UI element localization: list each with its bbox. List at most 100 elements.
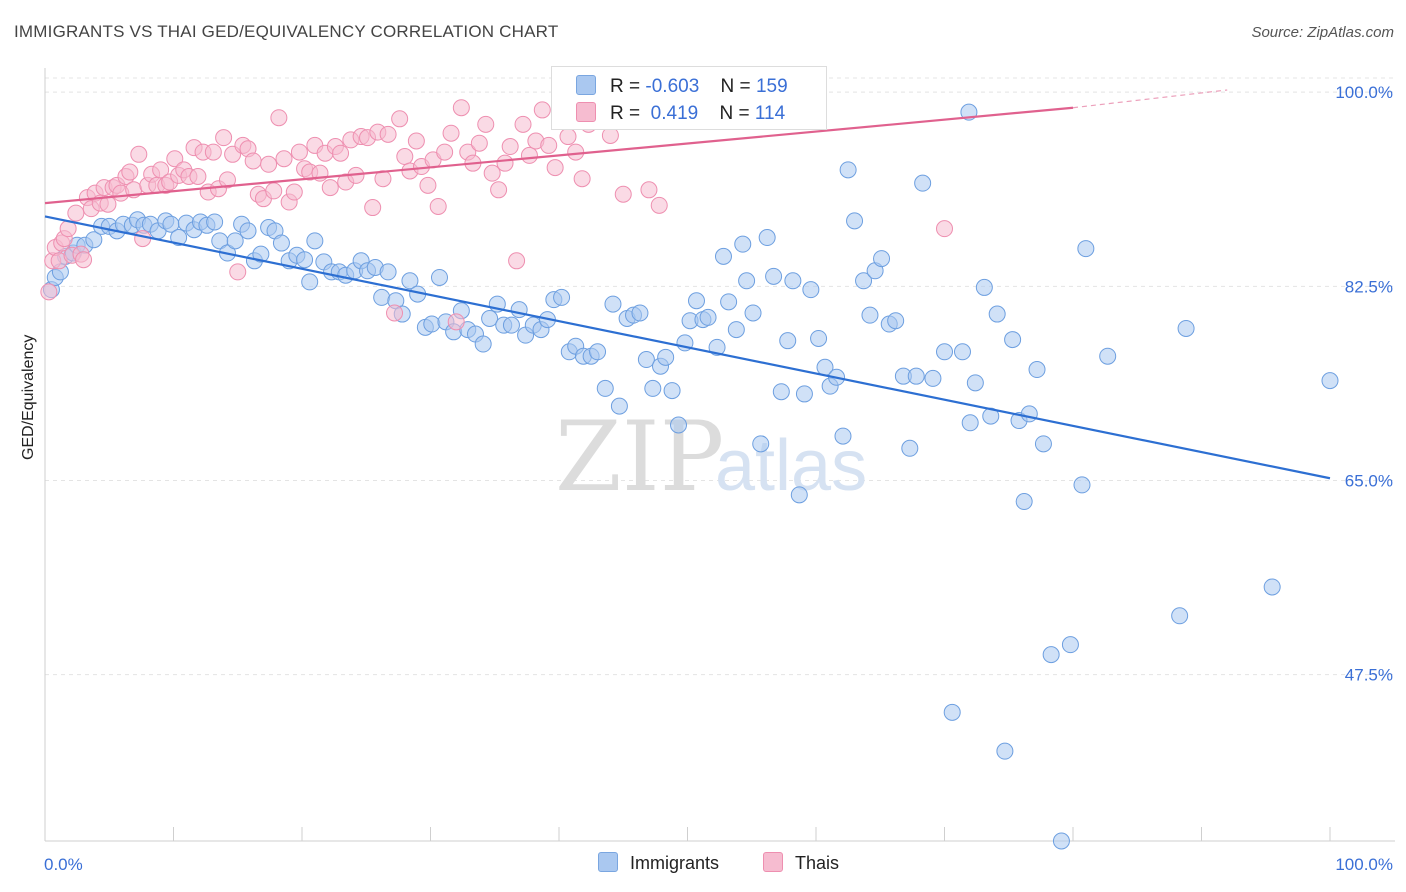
thais-point bbox=[290, 143, 308, 161]
immigrants-point bbox=[839, 161, 857, 179]
thais-point bbox=[533, 101, 551, 119]
immigrants-point bbox=[1004, 331, 1022, 349]
thais-point bbox=[407, 132, 425, 150]
legend-label: Thais bbox=[795, 853, 840, 873]
thais-point bbox=[470, 134, 488, 152]
thais-point bbox=[396, 148, 414, 166]
immigrants-point bbox=[1263, 578, 1281, 596]
thais-point bbox=[650, 196, 668, 214]
thais-point bbox=[508, 252, 526, 270]
immigrants-point bbox=[1042, 646, 1060, 664]
immigrants-point bbox=[810, 329, 828, 347]
legend-row-immigrants: R = -0.603 N = 159 bbox=[576, 75, 788, 97]
thais-point bbox=[275, 150, 293, 168]
immigrants-swatch bbox=[576, 75, 596, 95]
thais-point bbox=[364, 199, 382, 217]
thais-point bbox=[496, 154, 514, 172]
thais-point bbox=[614, 185, 632, 203]
immigrants-point bbox=[1099, 347, 1117, 365]
thais-point bbox=[490, 181, 508, 199]
gridlines bbox=[45, 77, 1395, 676]
thais-point bbox=[483, 164, 501, 182]
immigrants-point bbox=[1321, 372, 1339, 390]
immigrants-point bbox=[779, 332, 797, 350]
immigrants-point bbox=[670, 416, 688, 434]
thais-point bbox=[540, 136, 558, 154]
immigrants-point bbox=[966, 374, 984, 392]
immigrants-point bbox=[1073, 476, 1091, 494]
immigrants-point bbox=[744, 304, 762, 322]
thais-point bbox=[215, 129, 233, 147]
immigrants-point bbox=[252, 245, 270, 263]
thais-point bbox=[204, 143, 222, 161]
immigrants-point bbox=[604, 295, 622, 313]
immigrants-swatch bbox=[598, 852, 618, 872]
immigrants-point bbox=[790, 486, 808, 504]
thais-point bbox=[40, 283, 58, 301]
thais-point bbox=[321, 179, 339, 197]
thais-point bbox=[260, 155, 278, 173]
thais-point bbox=[419, 176, 437, 194]
n-label: N = bbox=[719, 103, 750, 124]
thais-point bbox=[386, 304, 404, 322]
thais-point bbox=[229, 263, 247, 281]
immigrants-point bbox=[373, 288, 391, 306]
x-tick-label: 100.0% bbox=[1335, 855, 1393, 874]
immigrants-point bbox=[1177, 319, 1195, 337]
legend-item-thais[interactable]: Thais bbox=[763, 852, 839, 874]
immigrants-point bbox=[637, 351, 655, 369]
immigrants-point bbox=[1028, 361, 1046, 379]
immigrants-point bbox=[846, 212, 864, 230]
immigrants-point bbox=[553, 288, 571, 306]
immigrants-point bbox=[953, 343, 971, 361]
immigrants-point bbox=[758, 229, 776, 247]
x-tick-label: 0.0% bbox=[44, 855, 83, 874]
immigrants-point bbox=[474, 335, 492, 353]
thais-point bbox=[546, 159, 564, 177]
immigrants-point bbox=[1020, 405, 1038, 423]
immigrants-point bbox=[663, 382, 681, 400]
immigrants-point bbox=[206, 213, 224, 231]
immigrants-point bbox=[1052, 832, 1070, 850]
tick-labels: 47.5% 65.0% 82.5% 100.0% 0.0% 100.0% bbox=[44, 83, 1393, 874]
immigrants-point bbox=[1171, 607, 1189, 625]
immigrants-point bbox=[239, 222, 257, 240]
thais-point bbox=[285, 183, 303, 201]
thais-point bbox=[501, 138, 519, 156]
y-tick-label: 65.0% bbox=[1345, 471, 1393, 490]
immigrants-point bbox=[727, 321, 745, 339]
immigrants-point bbox=[1077, 240, 1095, 258]
thais-point bbox=[447, 313, 465, 331]
r-value: 0.419 bbox=[645, 103, 699, 124]
immigrants-point bbox=[943, 703, 961, 721]
thais-point bbox=[265, 182, 283, 200]
thais-point bbox=[442, 124, 460, 142]
thais-point bbox=[573, 170, 591, 188]
thais-point bbox=[452, 99, 470, 117]
immigrants-point bbox=[936, 343, 953, 361]
immigrants-point bbox=[589, 343, 607, 361]
thais-point bbox=[436, 143, 454, 161]
immigrants-point bbox=[996, 742, 1014, 760]
immigrants-point bbox=[855, 272, 873, 290]
legend-label: Immigrants bbox=[630, 853, 720, 873]
immigrants-point bbox=[720, 293, 738, 311]
legend-item-immigrants[interactable]: Immigrants bbox=[598, 852, 719, 874]
immigrants-point bbox=[610, 397, 628, 415]
thais-point bbox=[67, 204, 85, 222]
immigrants-point bbox=[226, 232, 244, 250]
thais-point bbox=[936, 220, 953, 238]
immigrants-point bbox=[1034, 435, 1052, 453]
immigrants-point bbox=[272, 234, 290, 252]
thais-point bbox=[520, 146, 538, 164]
immigrants-point bbox=[687, 292, 705, 310]
immigrants-point bbox=[596, 379, 614, 397]
n-value: 159 bbox=[755, 76, 788, 97]
thais-point bbox=[477, 115, 495, 133]
thais-point bbox=[391, 110, 409, 128]
immigrants-point bbox=[714, 247, 732, 265]
immigrants-point bbox=[401, 272, 419, 290]
immigrants-point bbox=[901, 439, 919, 457]
immigrants-point bbox=[873, 250, 891, 268]
immigrants-point bbox=[644, 379, 662, 397]
